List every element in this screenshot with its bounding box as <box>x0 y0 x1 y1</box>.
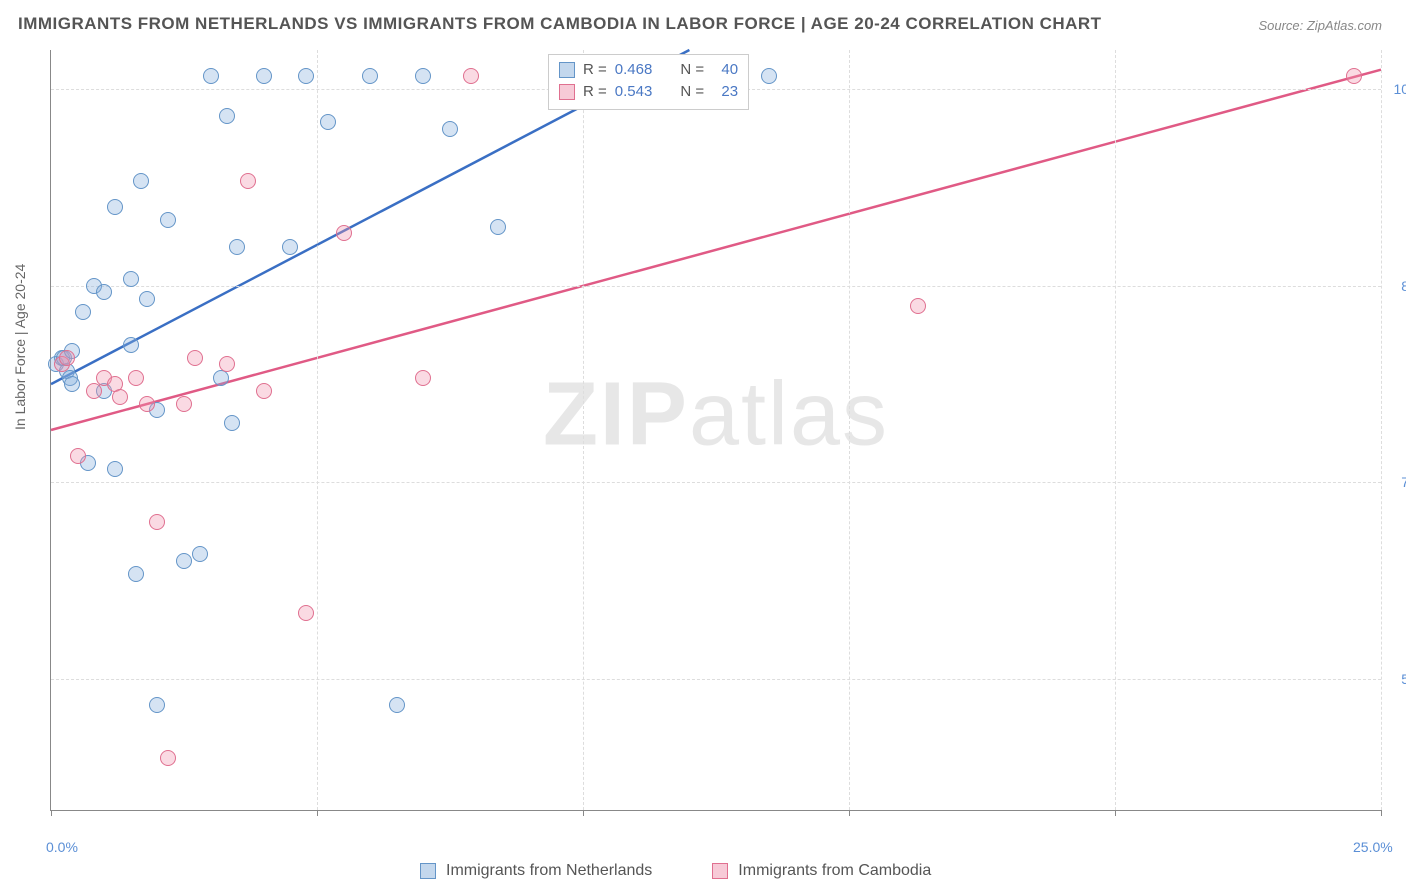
scatter-point-netherlands <box>229 239 245 255</box>
scatter-point-cambodia <box>336 225 352 241</box>
x-tick-label: 25.0% <box>1353 839 1393 855</box>
scatter-point-cambodia <box>128 370 144 386</box>
scatter-point-cambodia <box>160 750 176 766</box>
watermark-zip: ZIP <box>543 364 689 464</box>
r-label: R = <box>583 59 607 81</box>
x-tick <box>51 810 52 816</box>
scatter-point-cambodia <box>240 173 256 189</box>
gridline-v <box>849 50 850 810</box>
legend-item-cambodia: Immigrants from Cambodia <box>712 862 931 880</box>
scatter-point-cambodia <box>149 514 165 530</box>
scatter-point-netherlands <box>256 68 272 84</box>
r-value: 0.543 <box>615 81 653 103</box>
x-tick <box>849 810 850 816</box>
x-tick <box>1115 810 1116 816</box>
scatter-point-netherlands <box>320 114 336 130</box>
stats-row-cambodia: R = 0.543 N = 23 <box>559 81 738 103</box>
swatch-cambodia <box>559 84 575 100</box>
x-tick <box>1381 810 1382 816</box>
n-value: 40 <box>712 59 738 81</box>
y-tick-label: 85.0% <box>1401 278 1406 294</box>
x-tick-label: 0.0% <box>46 839 78 855</box>
scatter-point-cambodia <box>1346 68 1362 84</box>
scatter-point-cambodia <box>139 396 155 412</box>
scatter-point-cambodia <box>256 383 272 399</box>
scatter-point-netherlands <box>389 697 405 713</box>
scatter-point-cambodia <box>176 396 192 412</box>
scatter-point-netherlands <box>107 199 123 215</box>
legend-label-netherlands: Immigrants from Netherlands <box>446 862 652 880</box>
scatter-point-netherlands <box>107 461 123 477</box>
scatter-point-netherlands <box>490 219 506 235</box>
swatch-netherlands <box>559 62 575 78</box>
legend-item-netherlands: Immigrants from Netherlands <box>420 862 652 880</box>
scatter-plot: ZIPatlas 55.0%70.0%85.0%100.0%0.0%25.0% <box>50 50 1381 811</box>
scatter-point-cambodia <box>910 298 926 314</box>
y-tick-label: 100.0% <box>1394 81 1406 97</box>
legend-label-cambodia: Immigrants from Cambodia <box>738 862 931 880</box>
scatter-point-netherlands <box>96 284 112 300</box>
n-label: N = <box>680 59 704 81</box>
r-label: R = <box>583 81 607 103</box>
scatter-point-cambodia <box>112 389 128 405</box>
x-tick <box>317 810 318 816</box>
stats-legend: R = 0.468 N = 40 R = 0.543 N = 23 <box>548 54 749 110</box>
scatter-point-cambodia <box>187 350 203 366</box>
gridline-v <box>317 50 318 810</box>
gridline-v <box>1381 50 1382 810</box>
scatter-point-netherlands <box>149 697 165 713</box>
scatter-point-netherlands <box>224 415 240 431</box>
scatter-point-cambodia <box>86 383 102 399</box>
scatter-point-netherlands <box>203 68 219 84</box>
y-tick-label: 55.0% <box>1401 671 1406 687</box>
scatter-point-netherlands <box>123 271 139 287</box>
scatter-point-netherlands <box>160 212 176 228</box>
stats-row-netherlands: R = 0.468 N = 40 <box>559 59 738 81</box>
legend-swatch-cambodia <box>712 863 728 879</box>
gridline-h <box>51 286 1381 287</box>
y-tick-label: 70.0% <box>1401 474 1406 490</box>
scatter-point-netherlands <box>75 304 91 320</box>
scatter-point-netherlands <box>133 173 149 189</box>
chart-title: IMMIGRANTS FROM NETHERLANDS VS IMMIGRANT… <box>18 14 1102 34</box>
scatter-point-cambodia <box>219 356 235 372</box>
n-value: 23 <box>712 81 738 103</box>
scatter-point-netherlands <box>282 239 298 255</box>
watermark: ZIPatlas <box>543 363 889 466</box>
y-axis-title: In Labor Force | Age 20-24 <box>12 264 28 430</box>
trend-line-cambodia <box>51 70 1381 430</box>
scatter-point-netherlands <box>298 68 314 84</box>
watermark-atlas: atlas <box>689 364 889 464</box>
gridline-h <box>51 482 1381 483</box>
scatter-point-netherlands <box>139 291 155 307</box>
scatter-point-netherlands <box>761 68 777 84</box>
scatter-point-netherlands <box>362 68 378 84</box>
scatter-point-cambodia <box>463 68 479 84</box>
legend-swatch-netherlands <box>420 863 436 879</box>
gridline-h <box>51 679 1381 680</box>
scatter-point-cambodia <box>70 448 86 464</box>
gridline-v <box>583 50 584 810</box>
scatter-point-cambodia <box>59 350 75 366</box>
scatter-point-cambodia <box>298 605 314 621</box>
trend-lines <box>51 50 1381 810</box>
scatter-point-netherlands <box>442 121 458 137</box>
n-label: N = <box>680 81 704 103</box>
scatter-point-netherlands <box>64 376 80 392</box>
scatter-point-netherlands <box>219 108 235 124</box>
scatter-point-netherlands <box>415 68 431 84</box>
scatter-point-netherlands <box>123 337 139 353</box>
gridline-v <box>1115 50 1116 810</box>
source-attribution: Source: ZipAtlas.com <box>1258 18 1382 33</box>
r-value: 0.468 <box>615 59 653 81</box>
x-tick <box>583 810 584 816</box>
series-legend: Immigrants from Netherlands Immigrants fr… <box>420 862 931 880</box>
scatter-point-netherlands <box>176 553 192 569</box>
scatter-point-cambodia <box>415 370 431 386</box>
scatter-point-netherlands <box>192 546 208 562</box>
scatter-point-netherlands <box>128 566 144 582</box>
